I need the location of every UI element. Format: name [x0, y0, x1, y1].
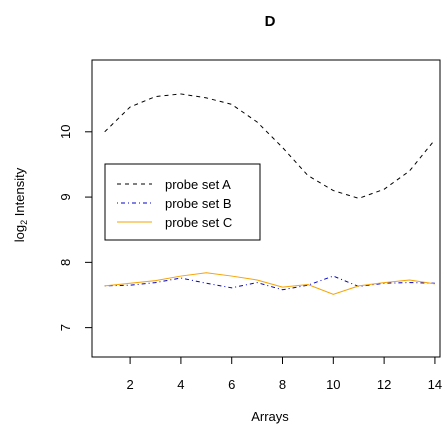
y-axis-label: log2 Intensity — [12, 167, 29, 242]
x-tick-label: 8 — [279, 377, 286, 392]
x-tick-label: 6 — [228, 377, 235, 392]
legend: probe set A probe set B probe set C — [104, 163, 261, 241]
x-tick-label: 4 — [177, 377, 184, 392]
y-tick-label: 8 — [58, 259, 73, 266]
x-axis: 2 4 6 8 10 12 14 — [126, 357, 442, 392]
y-axis: 7 8 9 10 — [58, 125, 92, 331]
legend-label: probe set A — [165, 177, 231, 192]
y-axis-label-main: log — [12, 225, 27, 242]
legend-label: probe set B — [165, 196, 232, 211]
y-tick-label: 9 — [58, 193, 73, 200]
plot-frame — [91, 59, 441, 358]
x-axis-label: Arrays — [251, 409, 289, 424]
x-tick-label: 2 — [126, 377, 133, 392]
y-tick-label: 7 — [58, 324, 73, 331]
legend-label: probe set C — [165, 215, 232, 230]
x-tick-label: 10 — [326, 377, 340, 392]
legend-box — [104, 163, 261, 241]
y-axis-label-rest: Intensity — [12, 167, 27, 220]
x-tick-label: 14 — [428, 377, 442, 392]
series-line-2 — [104, 275, 435, 291]
y-tick-label: 10 — [58, 125, 73, 139]
chart-title: D — [265, 13, 276, 30]
series-line-1 — [104, 93, 436, 199]
y-axis-label-subscript: 2 — [19, 220, 29, 225]
x-tick-label: 12 — [377, 377, 391, 392]
series-layer — [104, 93, 436, 295]
series-line-3 — [104, 272, 435, 295]
